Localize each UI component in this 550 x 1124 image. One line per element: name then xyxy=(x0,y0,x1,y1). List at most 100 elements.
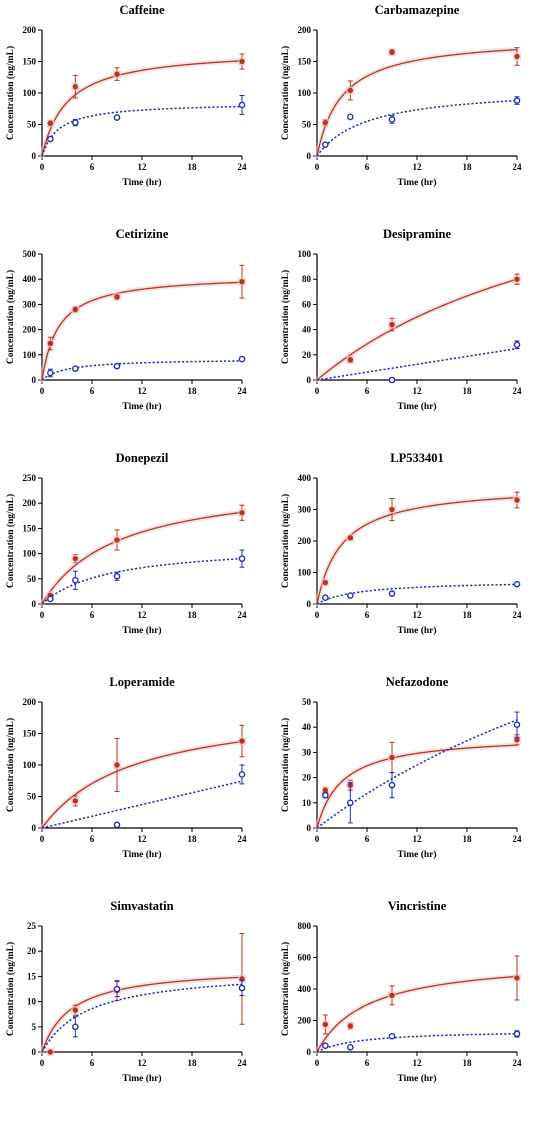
y-tick-label: 50 xyxy=(302,120,312,130)
series-red-point xyxy=(514,497,520,503)
x-tick-label: 0 xyxy=(40,386,45,396)
series-blue-point xyxy=(322,791,329,799)
y-tick-label: 50 xyxy=(27,574,37,584)
y-tick-label: 100 xyxy=(298,568,312,578)
x-axis-label: Time (hr) xyxy=(397,177,436,188)
series-blue-point xyxy=(388,781,396,789)
x-tick-label: 6 xyxy=(90,834,95,844)
x-axis-label: Time (hr) xyxy=(397,401,436,412)
y-axis-label: Concentration (ng/mL) xyxy=(5,270,16,364)
y-tick-label: 0 xyxy=(307,1047,312,1057)
series-red-fit-line xyxy=(41,281,243,381)
chart-panel-caffeine: Caffeine 0 50 100 150 200 0 6 12 18 24 Time (hr) Con… xyxy=(0,0,275,224)
x-tick-label: 24 xyxy=(238,834,248,844)
chart-title: Desipramine xyxy=(383,227,452,241)
x-axis-label: Time (hr) xyxy=(397,849,436,860)
series-blue-point xyxy=(388,376,396,384)
x-tick-label: 0 xyxy=(40,834,45,844)
y-tick-label: 0 xyxy=(32,599,37,609)
y-tick-label: 150 xyxy=(23,729,37,739)
chart-svg: Donepezil 0 50 100 150 200 250 0 6 12 18 24 Time (hr… xyxy=(5,451,247,636)
series-red-point xyxy=(72,798,79,804)
x-tick-label: 0 xyxy=(40,162,45,172)
series-blue-point xyxy=(347,113,354,121)
series-blue-fit-line xyxy=(41,360,243,381)
chart-svg: Loperamide 0 50 100 150 200 0 6 12 18 24 Time (hr) C… xyxy=(5,675,248,860)
series-blue-point xyxy=(72,365,79,372)
series-blue-point xyxy=(113,362,121,370)
series-blue-point xyxy=(388,1032,396,1040)
y-tick-label: 25 xyxy=(27,921,37,931)
series-red-band xyxy=(39,739,245,831)
x-tick-label: 6 xyxy=(365,610,370,620)
series-red-point xyxy=(389,754,395,761)
series-blue-point xyxy=(72,1023,79,1031)
series-red-band xyxy=(39,974,245,1055)
series-red-point xyxy=(389,321,395,328)
y-tick-label: 300 xyxy=(23,299,37,309)
y-axis-label: Concentration (ng/mL) xyxy=(280,46,291,140)
chart-panel-loperamide: Loperamide 0 50 100 150 200 0 6 12 18 24 Time (hr) C… xyxy=(0,672,275,896)
series-blue-point xyxy=(347,799,354,807)
series-blue-fit-line xyxy=(41,780,243,829)
y-tick-label: 100 xyxy=(23,88,37,98)
series-red-point xyxy=(389,49,395,55)
series-red-point xyxy=(239,279,245,285)
series-blue-point xyxy=(347,1043,354,1051)
x-tick-label: 0 xyxy=(315,1058,320,1068)
series-blue-point xyxy=(513,721,521,728)
y-tick-label: 100 xyxy=(298,88,312,98)
x-tick-label: 18 xyxy=(463,610,473,620)
series-blue-point xyxy=(113,114,121,121)
x-tick-label: 6 xyxy=(90,610,95,620)
x-tick-label: 0 xyxy=(315,162,320,172)
series-blue-point xyxy=(513,580,521,588)
y-tick-label: 0 xyxy=(307,599,312,609)
y-tick-label: 10 xyxy=(302,798,312,808)
series-red-point xyxy=(389,506,395,513)
x-tick-label: 6 xyxy=(90,386,95,396)
chart-title: Carbamazepine xyxy=(375,3,460,17)
y-tick-label: 0 xyxy=(307,151,312,161)
series-red-point xyxy=(514,276,520,282)
series-blue-point xyxy=(47,369,54,377)
series-blue-point xyxy=(513,341,521,349)
series-red-point xyxy=(347,357,354,363)
chart-svg: Cetirizine 0 100 200 300 400 500 0 6 12 18 24 Time (… xyxy=(5,227,247,412)
x-tick-label: 18 xyxy=(188,834,198,844)
x-tick-label: 18 xyxy=(463,834,473,844)
x-axis-label: Time (hr) xyxy=(122,401,161,412)
series-red-fit-line xyxy=(316,278,518,381)
series-blue-fit-line xyxy=(41,105,243,157)
chart-title: Simvastatin xyxy=(110,899,173,913)
y-tick-label: 200 xyxy=(298,1016,312,1026)
x-tick-label: 0 xyxy=(315,610,320,620)
y-axis-label: Concentration (ng/mL) xyxy=(280,270,291,364)
y-tick-label: 50 xyxy=(27,120,37,130)
series-blue-fit-line xyxy=(41,983,243,1053)
series-blue-point xyxy=(238,984,246,992)
y-tick-label: 100 xyxy=(23,350,37,360)
chart-svg: LP533401 0 100 200 300 400 0 6 12 18 24 Time (hr) Co… xyxy=(280,451,522,636)
series-red-point xyxy=(114,762,120,768)
y-axis-label: Concentration (ng/mL) xyxy=(280,494,291,588)
series-red-fit-line xyxy=(41,60,243,157)
chart-svg: Nefazodone 0 10 20 30 40 50 0 6 12 18 24 Time (hr) Co… xyxy=(280,675,522,860)
series-red-point xyxy=(347,535,354,541)
x-tick-label: 6 xyxy=(365,386,370,396)
chart-title: LP533401 xyxy=(390,451,443,465)
y-tick-label: 40 xyxy=(302,722,312,732)
series-blue-point xyxy=(513,1030,521,1038)
y-tick-label: 5 xyxy=(32,1022,37,1032)
x-tick-label: 12 xyxy=(138,834,148,844)
y-tick-label: 150 xyxy=(23,57,37,67)
series-red-point xyxy=(322,1021,329,1028)
y-tick-label: 40 xyxy=(302,325,312,335)
y-tick-label: 600 xyxy=(298,953,312,963)
chart-title: Caffeine xyxy=(119,3,165,17)
x-axis-label: Time (hr) xyxy=(122,625,161,636)
chart-svg: Carbamazepine 0 50 100 150 200 0 6 12 18 24 Time (h… xyxy=(280,3,522,188)
series-blue-point xyxy=(113,985,121,993)
chart-panel-cetirizine: Cetirizine 0 100 200 300 400 500 0 6 12 18 24 Time (… xyxy=(0,224,275,448)
series-red-point xyxy=(47,340,54,347)
